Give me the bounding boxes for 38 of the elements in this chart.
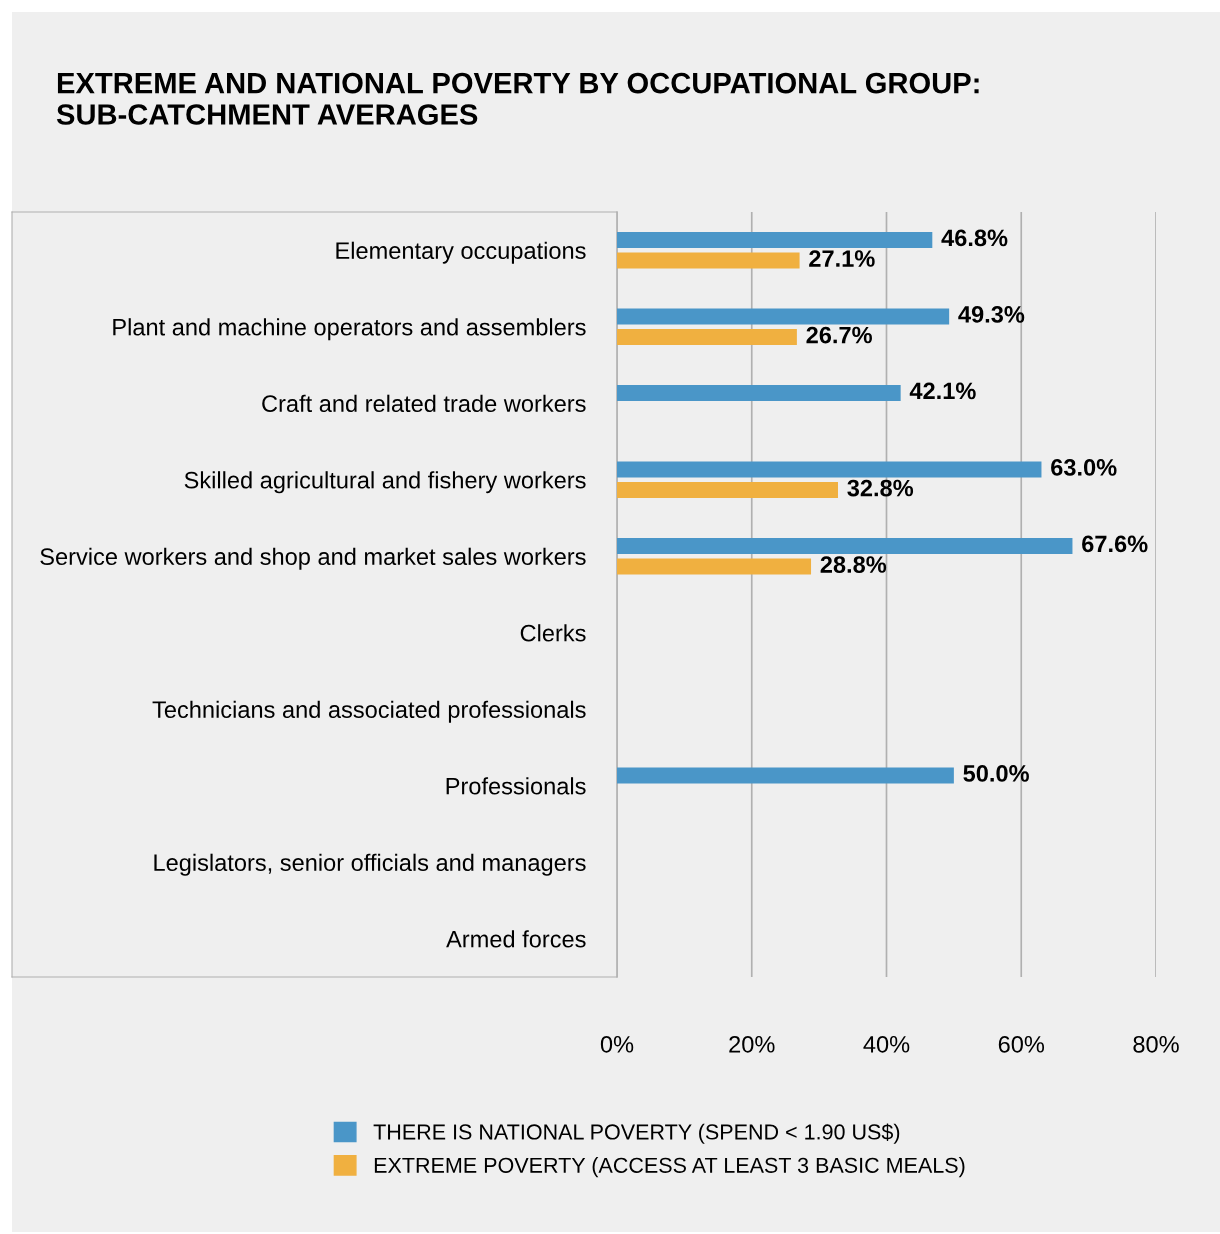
legend-label: THERE IS NATIONAL POVERTY (SPEND < 1.90 US$) — [373, 1123, 900, 1144]
data-label: 63.0% — [1051, 459, 1117, 476]
y-tick-label: Craft and related trade workers — [262, 394, 586, 413]
x-tick-label: 0% — [600, 1035, 634, 1053]
data-label: 28.8% — [820, 556, 887, 573]
y-tick-label: Armed forces — [446, 930, 586, 948]
bar — [617, 329, 797, 346]
data-label: 26.7% — [806, 326, 872, 344]
chart-title: EXTREME AND NATIONAL POVERTY BY OCCUPATIONAL GROUP: SUB-CATCHMENT AVERAGES — [56, 72, 979, 125]
data-label: 46.8% — [941, 229, 1008, 247]
bar — [617, 558, 812, 575]
y-tick-label: Clerks — [520, 624, 586, 642]
x-tick-label: 20% — [729, 1035, 775, 1053]
bar — [617, 482, 838, 499]
data-label: 42.1% — [909, 382, 976, 400]
x-tick-label: 80% — [1133, 1035, 1179, 1053]
x-tick-label: 60% — [998, 1035, 1045, 1053]
y-tick-label: Skilled agricultural and fishery workers — [184, 471, 586, 494]
bar — [617, 461, 1042, 478]
y-tick-label: Legislators, senior officials and managers — [154, 853, 586, 876]
data-label: 67.6% — [1082, 535, 1148, 553]
data-label: 32.8% — [847, 479, 914, 497]
bar — [617, 308, 950, 325]
y-tick-label: Plant and machine operators and assemblers — [113, 318, 586, 341]
y-tick-label: Technicians and associated professionals — [152, 700, 586, 723]
legend-label: EXTREME POVERTY (ACCESS AT LEAST 3 BASIC MEALS) — [374, 1157, 965, 1178]
data-label: 50.0% — [963, 765, 1029, 782]
bar — [617, 384, 901, 401]
x-tick-label: 40% — [863, 1035, 910, 1053]
data-label: 49.3% — [958, 306, 1025, 323]
y-tick-label: Elementary occupations — [336, 241, 586, 264]
bar — [617, 231, 933, 248]
bar — [617, 767, 954, 784]
bar — [617, 252, 800, 269]
y-tick-label: Service workers and shop and market sales workers — [40, 547, 586, 570]
bar — [617, 537, 1073, 554]
data-label: 27.1% — [809, 250, 875, 267]
y-tick-label: Professionals — [446, 777, 586, 795]
